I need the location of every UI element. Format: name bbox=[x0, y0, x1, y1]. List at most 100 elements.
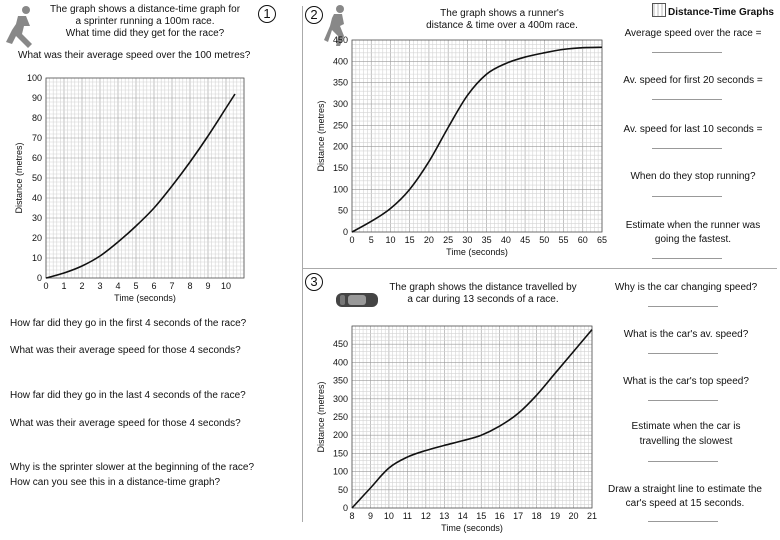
x-tick-label: 16 bbox=[495, 511, 505, 521]
q2-question: Av. speed for last 10 seconds = bbox=[623, 124, 763, 135]
y-tick-label: 350 bbox=[333, 78, 348, 88]
x-tick-label: 17 bbox=[513, 511, 523, 521]
y-tick-label: 50 bbox=[32, 173, 42, 183]
y-tick-label: 300 bbox=[333, 99, 348, 109]
x-tick-label: 40 bbox=[501, 235, 511, 245]
x-tick-label: 65 bbox=[597, 235, 607, 245]
y-tick-label: 90 bbox=[32, 93, 42, 103]
x-tick-label: 21 bbox=[587, 511, 597, 521]
y-tick-label: 20 bbox=[32, 233, 42, 243]
q1-question: How far did they go in the last 4 second… bbox=[10, 390, 246, 401]
y-tick-label: 300 bbox=[333, 394, 348, 404]
answer-line bbox=[652, 99, 722, 100]
y-tick-label: 50 bbox=[338, 485, 348, 495]
x-tick-label: 7 bbox=[169, 281, 174, 291]
y-tick-label: 350 bbox=[333, 376, 348, 386]
answer-line bbox=[652, 52, 722, 53]
x-tick-label: 35 bbox=[482, 235, 492, 245]
y-tick-label: 10 bbox=[32, 253, 42, 263]
x-axis-label: Time (seconds) bbox=[446, 247, 508, 257]
x-axis-label: Time (seconds) bbox=[114, 293, 176, 303]
q2-question: going the fastest. bbox=[654, 234, 732, 245]
question-number-2: 2 bbox=[305, 6, 323, 24]
sprinter-icon bbox=[6, 6, 32, 48]
x-tick-label: 0 bbox=[43, 281, 48, 291]
q3-question: Draw a straight line to estimate the bbox=[608, 484, 762, 495]
vertical-divider bbox=[302, 6, 303, 522]
x-tick-label: 20 bbox=[569, 511, 579, 521]
x-tick-label: 8 bbox=[349, 511, 354, 521]
q1-question: How can you see this in a distance-time … bbox=[10, 477, 221, 488]
q2-intro-line: distance & time over a 400m race. bbox=[426, 20, 578, 31]
y-tick-label: 250 bbox=[333, 120, 348, 130]
question-number-3: 3 bbox=[305, 273, 323, 291]
plot-frame bbox=[351, 325, 593, 509]
x-tick-label: 30 bbox=[462, 235, 472, 245]
q1-average-question: What was their average speed over the 10… bbox=[18, 50, 251, 61]
x-tick-label: 18 bbox=[532, 511, 542, 521]
x-tick-label: 50 bbox=[539, 235, 549, 245]
q3-intro: The graph shows the distance travelled b… bbox=[372, 282, 594, 306]
x-tick-label: 12 bbox=[421, 511, 431, 521]
x-tick-label: 14 bbox=[458, 511, 468, 521]
q2-intro-line: The graph shows a runner's bbox=[440, 8, 564, 19]
answer-line bbox=[648, 353, 718, 354]
answer-line bbox=[648, 521, 718, 522]
x-tick-label: 13 bbox=[439, 511, 449, 521]
x-tick-label: 9 bbox=[368, 511, 373, 521]
y-tick-label: 0 bbox=[343, 503, 348, 513]
y-tick-label: 150 bbox=[333, 448, 348, 458]
x-tick-label: 15 bbox=[476, 511, 486, 521]
plot-frame bbox=[45, 77, 245, 279]
q1-question: What was their average speed for those 4… bbox=[10, 418, 241, 429]
x-tick-label: 2 bbox=[79, 281, 84, 291]
y-tick-label: 70 bbox=[32, 133, 42, 143]
horizontal-divider bbox=[303, 268, 777, 269]
x-tick-label: 10 bbox=[384, 511, 394, 521]
y-tick-label: 250 bbox=[333, 412, 348, 422]
x-tick-label: 5 bbox=[133, 281, 138, 291]
y-tick-label: 200 bbox=[333, 142, 348, 152]
q3-chart: 8 9 10 11 12 13 14 15 16 17 18 19 20 21 0 50 100 150 200 25… bbox=[316, 325, 597, 533]
x-tick-label: 11 bbox=[403, 511, 412, 521]
answer-line bbox=[652, 196, 722, 197]
x-tick-label: 0 bbox=[349, 235, 354, 245]
y-tick-label: 450 bbox=[333, 339, 348, 349]
q2-question: Av. speed for first 20 seconds = bbox=[623, 75, 763, 86]
y-tick-label: 0 bbox=[343, 227, 348, 237]
y-tick-label: 80 bbox=[32, 113, 42, 123]
answer-line bbox=[652, 148, 722, 149]
x-tick-label: 25 bbox=[443, 235, 453, 245]
runner-icon bbox=[324, 5, 344, 46]
answer-line bbox=[648, 400, 718, 401]
question-number-1: 1 bbox=[258, 5, 276, 23]
q1-question: What was their average speed for those 4… bbox=[10, 345, 241, 356]
y-tick-label: 0 bbox=[37, 273, 42, 283]
x-tick-label: 20 bbox=[424, 235, 434, 245]
y-tick-label: 100 bbox=[333, 184, 348, 194]
calculator-icon bbox=[652, 3, 667, 17]
x-tick-label: 45 bbox=[520, 235, 530, 245]
answer-line bbox=[648, 306, 718, 307]
answer-line bbox=[652, 258, 722, 259]
x-tick-label: 55 bbox=[559, 235, 569, 245]
car-icon bbox=[336, 293, 378, 307]
q3-question: car's speed at 15 seconds. bbox=[625, 498, 745, 509]
q1-intro-line: What time did they get for the race? bbox=[65, 28, 225, 39]
q1-intro: The graph shows a distance-time graph fo… bbox=[30, 4, 260, 40]
worksheet-title: Distance-Time Graphs bbox=[652, 3, 774, 18]
y-tick-label: 400 bbox=[333, 357, 348, 367]
q1-question: How far did they go in the first 4 secon… bbox=[10, 318, 247, 329]
x-axis-label: Time (seconds) bbox=[441, 523, 503, 533]
x-tick-label: 1 bbox=[61, 281, 66, 291]
y-tick-label: 30 bbox=[32, 213, 42, 223]
y-tick-label: 60 bbox=[32, 153, 42, 163]
q3-question: What is the car's top speed? bbox=[623, 376, 749, 387]
q2-chart: 0 5 10 15 20 25 30 35 40 45 50 55 60 65 0 50 100 150 200 25… bbox=[316, 35, 607, 257]
data-series-line bbox=[45, 93, 236, 279]
x-tick-label: 10 bbox=[221, 281, 231, 291]
x-tick-label: 60 bbox=[578, 235, 588, 245]
x-tick-label: 19 bbox=[550, 511, 560, 521]
q3-question: travelling the slowest bbox=[639, 436, 733, 447]
